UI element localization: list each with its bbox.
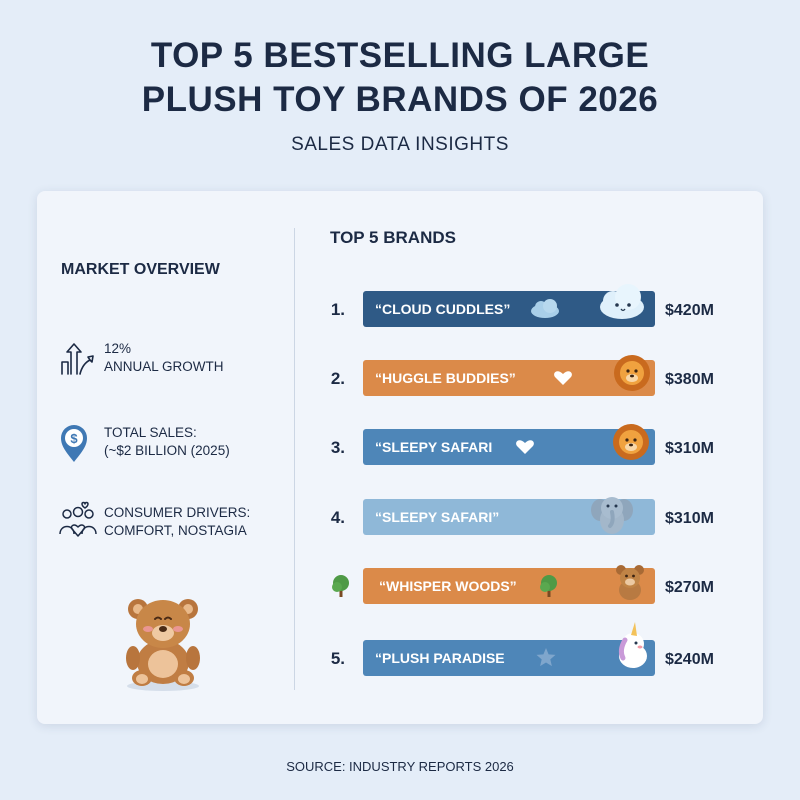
- brand-label: “PLUSH PARADISE: [375, 650, 505, 666]
- brand-row: “WHISPER WOODS” $270M: [363, 565, 714, 604]
- teddy-bear-icon: [126, 599, 200, 691]
- brand-label: “HUGGLE BUDDIES”: [375, 370, 516, 386]
- brand-rank: 3.: [331, 438, 345, 457]
- brand-value: $310M: [665, 510, 714, 527]
- brand-label: “CLOUD CUDDLES”: [375, 301, 510, 317]
- stat-consumer-drivers-value: COMFORT, NOSTAGIA: [104, 523, 247, 538]
- stat-annual-growth-value: 12%: [104, 341, 132, 356]
- page-subtitle: SALES DATA INSIGHTS: [291, 134, 509, 155]
- title-line-2: PLUSH TOY BRANDS OF 2026: [141, 80, 659, 119]
- tree-icon: [332, 575, 349, 597]
- brand-label: “SLEEPY SAFARI”: [375, 509, 499, 525]
- bar-decoration-icon: [554, 371, 572, 385]
- bar-decoration-icon: [531, 299, 559, 318]
- brand-rank: 2.: [331, 369, 345, 388]
- market-overview-title: MARKET OVERVIEW: [61, 261, 220, 278]
- bear-mascot-icon: [616, 565, 644, 600]
- brand-value: $270M: [665, 579, 714, 596]
- brand-rank: 1.: [331, 300, 345, 319]
- bar-decoration-icon: [516, 440, 534, 454]
- brand-bar: [363, 360, 655, 396]
- brand-bar: [363, 568, 655, 604]
- brand-row: 3. “SLEEPY SAFARI $310M: [331, 424, 714, 465]
- family-heart-icon: [59, 501, 97, 537]
- bar-decoration-icon: [536, 648, 556, 667]
- panel-divider: [294, 228, 295, 690]
- brand-rank: 4.: [331, 508, 345, 527]
- page-title: TOP 5 BESTSELLING LARGE PLUSH TOY BRANDS…: [0, 34, 800, 122]
- brand-value: $240M: [665, 651, 714, 668]
- stat-consumer-drivers-label: CONSUMER DRIVERS:: [104, 505, 251, 520]
- brand-value: $420M: [665, 302, 714, 319]
- title-line-1: TOP 5 BESTSELLING LARGE: [150, 36, 650, 75]
- cloud-mascot-icon: [600, 284, 644, 319]
- brand-bar: [363, 429, 655, 465]
- brand-label: “SLEEPY SAFARI: [375, 439, 492, 455]
- brand-row: 2. “HUGGLE BUDDIES” $380M: [331, 355, 714, 396]
- stat-total-sales-value: (~$2 BILLION (2025): [104, 443, 230, 458]
- unicorn-mascot-icon: [618, 622, 647, 668]
- bar-decoration-icon: [540, 575, 557, 597]
- stat-annual-growth-label: ANNUAL GROWTH: [104, 359, 224, 374]
- brand-row: 1. “CLOUD CUDDLES” $420M: [331, 284, 714, 327]
- brand-rank: 5.: [331, 649, 345, 668]
- dollar-pin-icon: $: [61, 425, 87, 462]
- brand-row: 5. “PLUSH PARADISE $240M: [331, 622, 714, 676]
- brands-chart-title: TOP 5 BRANDS: [330, 228, 456, 247]
- growth-arrows-icon: [61, 343, 94, 375]
- svg-text:$: $: [70, 431, 78, 446]
- elephant-mascot-icon: [591, 497, 633, 534]
- source-note: SOURCE: INDUSTRY REPORTS 2026: [286, 759, 514, 774]
- stat-total-sales-label: TOTAL SALES:: [104, 425, 197, 440]
- brand-bar: [363, 499, 655, 535]
- brand-value: $380M: [665, 371, 714, 388]
- lion-mascot-icon: [613, 424, 649, 460]
- brand-label: “WHISPER WOODS”: [379, 578, 517, 594]
- brand-row: 4. “SLEEPY SAFARI” $310M: [331, 497, 714, 535]
- brand-bar: [363, 291, 655, 327]
- brand-bar: [363, 640, 655, 676]
- lion-mascot-icon: [614, 355, 650, 391]
- brand-value: $310M: [665, 440, 714, 457]
